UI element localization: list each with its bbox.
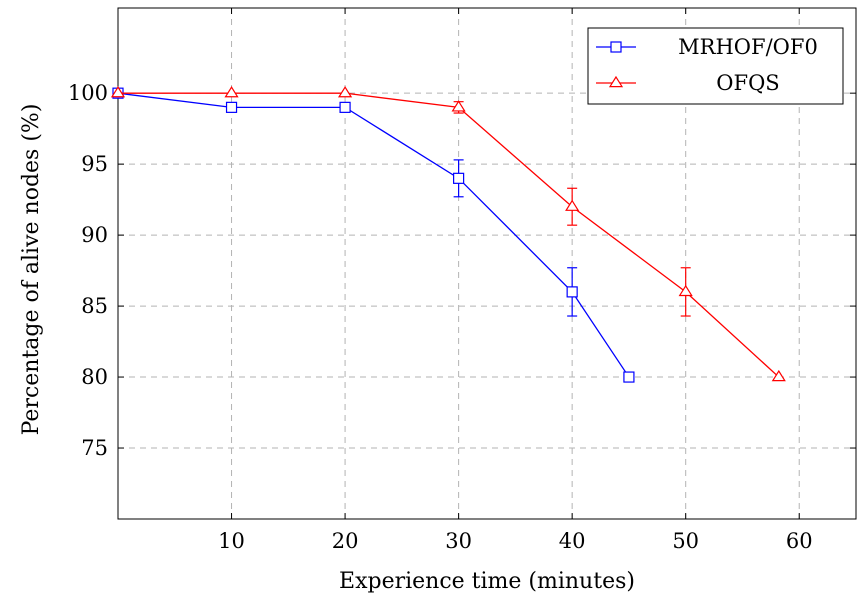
legend-marker (610, 41, 622, 53)
data-point (110, 86, 126, 98)
y-tick-label: 80 (81, 365, 108, 389)
data-point (565, 199, 580, 211)
legend-entry-2: OFQS (596, 71, 780, 95)
data-point (225, 101, 238, 113)
data-point (678, 284, 693, 297)
data-point (224, 86, 239, 98)
data-point (337, 86, 353, 98)
series-layer (110, 86, 786, 383)
x-tick-label: 40 (559, 529, 586, 553)
legend-box (587, 27, 844, 105)
x-tick-label: 10 (218, 529, 245, 553)
x-tick-label: 60 (786, 529, 813, 553)
data-point (451, 100, 466, 112)
y-tick-label: 100 (68, 81, 108, 105)
data-point (623, 371, 635, 383)
legend-marker (608, 75, 624, 88)
data-point (339, 101, 351, 113)
axis-ticks: 10 20 30 40 50 60 75 80 85 90 95 100 (68, 8, 856, 553)
x-tick-label: 20 (332, 529, 359, 553)
x-tick-label: 30 (445, 529, 472, 553)
series-line (117, 92, 630, 378)
y-tick-label: 90 (81, 223, 108, 247)
y-tick-label: 75 (81, 436, 108, 460)
plot-frame (117, 7, 857, 520)
legend-entry-1: MRHOF/OF0 (596, 35, 818, 59)
legend: MRHOF/OF0 OFQS (587, 27, 844, 105)
legend-label: OFQS (716, 71, 779, 95)
data-point (566, 286, 578, 298)
x-axis-label: Experience time (minutes) (339, 569, 635, 594)
x-tick-label: 50 (672, 529, 699, 553)
y-axis-label: Percentage of alive nodes (%) (19, 104, 44, 436)
series-2 (110, 86, 786, 382)
legend-label: MRHOF/OF0 (678, 35, 818, 59)
data-point (453, 172, 465, 184)
data-point (771, 369, 786, 382)
y-tick-label: 95 (81, 152, 108, 176)
y-tick-label: 85 (81, 294, 108, 318)
